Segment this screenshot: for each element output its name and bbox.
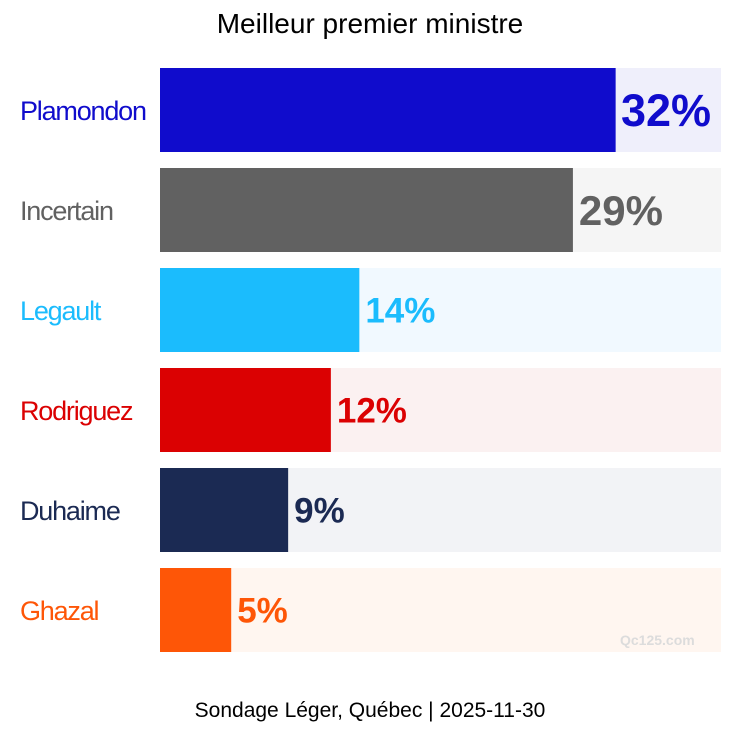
footer-source: Sondage Léger, Québec | 2025-11-30 xyxy=(194,699,546,722)
value-label-plamondon: 32% xyxy=(621,85,711,136)
watermark: Qc125.com xyxy=(620,632,695,648)
bar-incertain xyxy=(160,168,573,252)
value-label-incertain: 29% xyxy=(579,187,663,234)
value-label-legault: 14% xyxy=(365,292,435,331)
value-label-ghazal: 5% xyxy=(237,592,288,631)
bar-rodriguez xyxy=(160,368,331,452)
category-label-ghazal: Ghazal xyxy=(20,596,99,626)
bar-duhaime xyxy=(160,468,289,552)
category-label-plamondon: Plamondon xyxy=(20,96,146,126)
bar-legault xyxy=(160,268,360,352)
bar-plamondon xyxy=(160,68,616,152)
value-label-rodriguez: 12% xyxy=(337,392,407,431)
category-label-incertain: Incertain xyxy=(20,196,113,226)
category-label-legault: Legault xyxy=(20,296,102,326)
bar-ghazal xyxy=(160,568,232,652)
category-label-rodriguez: Rodriguez xyxy=(20,396,133,426)
chart-title: Meilleur premier ministre xyxy=(216,8,524,39)
category-label-duhaime: Duhaime xyxy=(20,496,120,526)
bar-track-ghazal xyxy=(160,568,721,652)
value-label-duhaime: 9% xyxy=(294,492,345,531)
